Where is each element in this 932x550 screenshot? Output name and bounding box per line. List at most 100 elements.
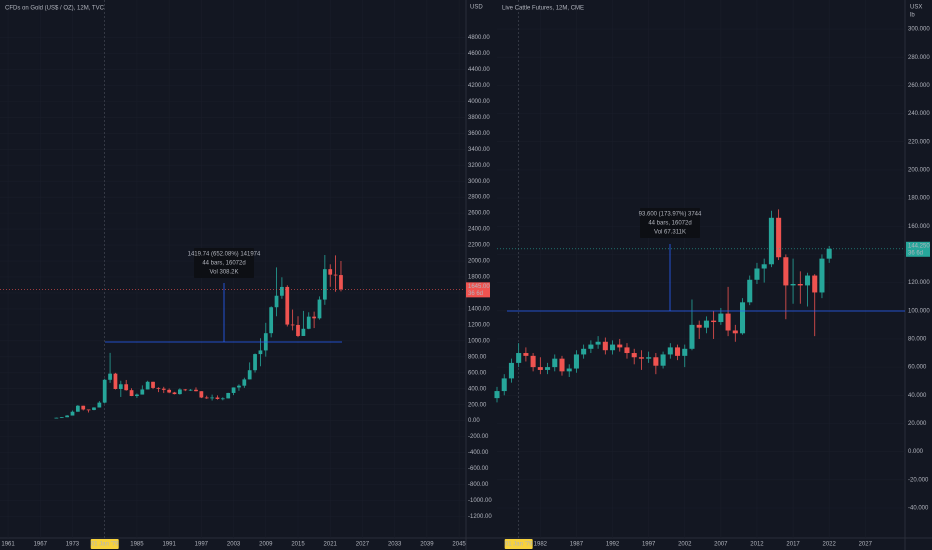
candle-body [516,353,522,363]
candle-body [242,379,247,386]
y-tick-label: 3000.00 [468,179,490,185]
candle-body [215,397,220,399]
candle-body [631,353,637,358]
candle-body [646,357,652,359]
candle-body [826,248,832,259]
y-tick-label: 200.000 [908,167,930,173]
price-label-bg [466,282,490,298]
y-tick-label: 220.000 [908,139,930,145]
candle-body [306,316,311,329]
y-tick-label: 1400.00 [468,306,490,312]
y-tick-label: 280.000 [908,55,930,61]
x-tick-label: 1973 [66,542,80,548]
candle-body [739,302,746,334]
candle-body [70,411,75,416]
y-tick-label: 120.000 [908,280,930,286]
candle-body [819,258,825,293]
candle-body [602,341,608,351]
candle-body [595,341,601,345]
measure-text: 44 bars, 16072d [202,261,245,267]
candle-body [797,284,803,286]
y-tick-label: 800.00 [468,354,487,360]
candle-body [530,355,536,368]
candle-body [296,324,300,336]
x-tick-label: 1982 [534,542,548,548]
candle-body [501,378,507,392]
candle-body [183,389,188,391]
y-tick-label: 4200.00 [468,83,490,89]
candle-body [638,357,644,359]
x-tick-label: 1991 [162,542,176,548]
candle-body [545,367,551,370]
candle-body [285,286,290,325]
y-tick-label: 3200.00 [468,163,490,169]
candle-body [617,344,623,348]
candle-body [65,415,69,418]
crosshair-label: 01 Jan '79 [91,542,119,548]
candle-body [747,279,753,303]
y-tick-label: 4400.00 [468,67,490,73]
y-tick-label: 20.000 [908,421,927,427]
y-tick-label: 3800.00 [468,115,490,121]
y-tick-label: 0.00 [468,418,480,424]
candle-body [812,275,818,293]
candle-body [161,388,166,390]
countdown: 36 6d [908,250,923,256]
candle-body [269,307,274,334]
crosshair-label-bg [504,539,533,549]
candle-body [566,368,572,372]
candle-body [75,405,80,412]
x-tick-label: 2012 [750,542,764,548]
candle-body [339,275,343,290]
candle-body [754,268,760,280]
x-tick-label: 2022 [822,542,836,548]
candle-body [253,354,257,371]
y-tick-label: 40.000 [908,393,927,399]
crosshair-label-bg [90,539,119,549]
measure-text: 1419.74 (652.08%) 141974 [188,252,261,258]
candle-body [776,217,782,258]
candle-body [660,354,666,366]
candle-body [322,269,327,300]
candle-body [703,320,709,328]
y-tick-label: 160.000 [908,224,930,230]
x-tick-label: 2003 [227,542,241,548]
x-tick-label: 2027 [859,542,873,548]
y-tick-label: 2800.00 [468,195,490,201]
candle-body [247,370,252,380]
y-tick-label: 0.000 [908,449,924,455]
candle-body [290,324,295,326]
candle-body [237,385,241,388]
y-tick-label: 1000.00 [468,338,490,344]
y-tick-label: 240.000 [908,111,930,117]
measure-text: Vol 67.311K [654,230,686,236]
y-tick-label: 180.000 [908,196,930,202]
candle-body [220,398,225,400]
candle-body [732,330,738,334]
candle-body [54,417,59,419]
crosshair-label: 01 Jan '79 [505,542,533,548]
y-tick-label: -1000.00 [468,498,492,504]
x-tick-label: 1987 [570,542,584,548]
measure-box [640,208,700,238]
y-tick-label: 300.000 [908,27,930,33]
x-tick-label: 1961 [1,542,15,548]
candle-body [129,390,134,396]
candle-body [667,347,673,355]
candle-body [194,389,198,392]
candle-body [689,324,695,349]
y-tick-label: 4000.00 [468,99,490,105]
candle-body [280,286,284,296]
y-tick-label: 2000.00 [468,259,490,265]
chart-title: CFDs on Gold (US$ / OZ), 12M, TVC [5,6,105,12]
x-tick-label: 1992 [606,542,620,548]
y-tick-label: 3400.00 [468,147,490,153]
candle-body [151,381,155,388]
x-tick-label: 2009 [259,542,273,548]
x-tick-label: 1997 [195,542,209,548]
y-tick-label: 100.000 [908,308,930,314]
candle-body [696,324,702,328]
candle-body [172,392,177,395]
x-tick-label: 2033 [388,542,402,548]
